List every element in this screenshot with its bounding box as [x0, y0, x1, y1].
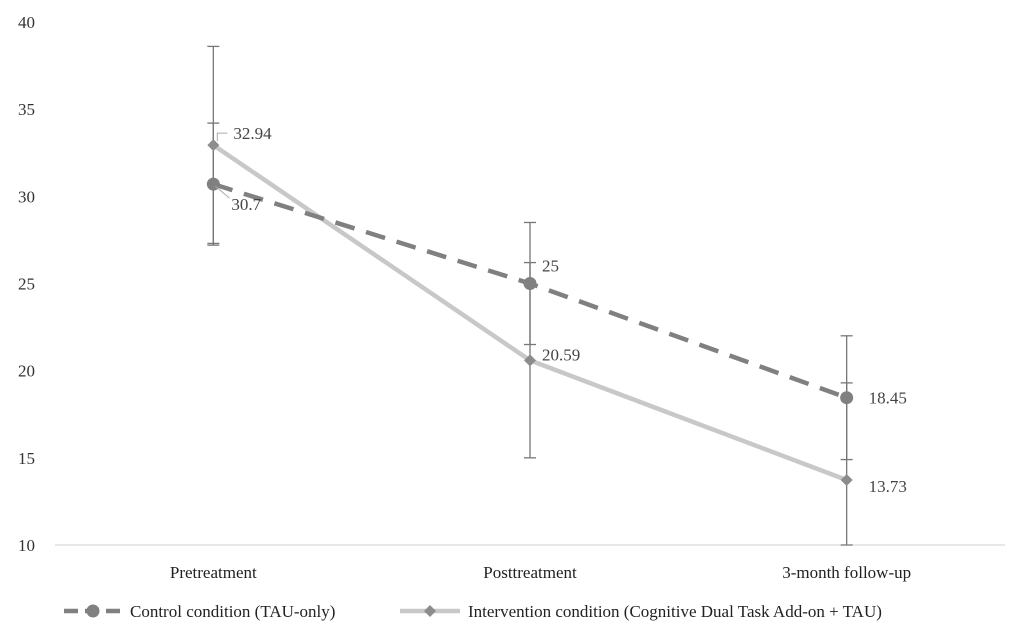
data-label: 13.73 [869, 477, 907, 496]
x-tick-label: Posttreatment [483, 563, 577, 582]
data-label: 25 [542, 257, 559, 276]
data-label: 30.7 [231, 195, 261, 214]
data-point-control [523, 277, 537, 290]
y-tick-label: 40 [18, 13, 35, 32]
y-tick-label: 25 [18, 275, 35, 294]
legend-label-intervention: Intervention condition (Cognitive Dual T… [468, 602, 882, 621]
data-point-control [840, 391, 854, 405]
data-label: 32.94 [233, 124, 272, 143]
legend: Control condition (TAU-only) Intervention… [64, 602, 882, 621]
y-axis: 10 15 20 25 30 35 40 [18, 13, 35, 555]
y-tick-label: 15 [18, 449, 35, 468]
y-tick-label: 30 [18, 187, 35, 206]
x-tick-label: 3-month follow-up [782, 563, 911, 582]
error-bars [207, 45, 853, 546]
legend-marker-intervention [424, 605, 436, 617]
y-tick-label: 20 [18, 362, 35, 381]
data-labels: 30.7 25 18.45 32.94 20.59 13.73 [215, 124, 907, 496]
y-tick-label: 35 [18, 100, 35, 119]
data-point-intervention [524, 354, 536, 367]
data-point-intervention [840, 473, 853, 486]
x-axis: Pretreatment Posttreatment 3-month follow-… [55, 544, 1005, 582]
y-tick-label: 10 [18, 536, 35, 555]
x-tick-label: Pretreatment [170, 563, 257, 582]
label-leader [216, 132, 228, 142]
legend-marker-control [86, 604, 100, 618]
data-label: 20.59 [542, 345, 580, 364]
data-point-intervention [207, 139, 220, 152]
label-leader [215, 185, 230, 199]
data-markers [206, 139, 854, 486]
legend-label-control: Control condition (TAU-only) [130, 602, 335, 621]
data-label: 18.45 [869, 389, 907, 408]
